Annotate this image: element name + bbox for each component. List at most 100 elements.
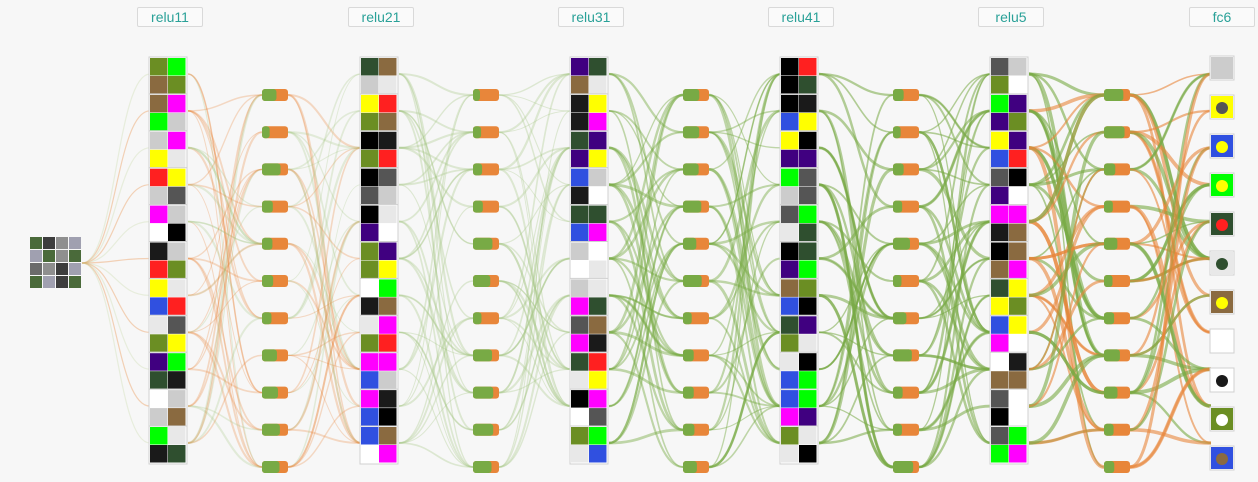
image-cluster-icon[interactable] <box>779 425 819 465</box>
image-cluster-icon[interactable] <box>359 425 399 465</box>
image-cluster-icon[interactable] <box>569 425 609 465</box>
cluster-node[interactable] <box>473 89 499 101</box>
image-cluster-icon[interactable] <box>359 204 399 244</box>
image-cluster-icon[interactable] <box>989 351 1029 391</box>
image-cluster-icon[interactable] <box>989 130 1029 170</box>
layer-label-relu5[interactable]: relu5 <box>978 7 1044 27</box>
cluster-node[interactable] <box>1104 461 1130 473</box>
image-cluster-icon[interactable] <box>779 204 819 244</box>
cluster-node[interactable] <box>893 349 919 362</box>
image-cluster-icon[interactable] <box>569 93 609 133</box>
cluster-node[interactable] <box>473 386 499 399</box>
image-cluster-icon[interactable] <box>148 204 188 244</box>
cluster-node[interactable] <box>1104 423 1130 436</box>
image-cluster-icon[interactable] <box>359 277 399 317</box>
cluster-node[interactable] <box>262 89 288 101</box>
image-cluster-icon[interactable] <box>569 167 609 207</box>
image-cluster-icon[interactable] <box>148 351 188 391</box>
cluster-node[interactable] <box>1104 386 1130 399</box>
image-cluster-icon[interactable] <box>779 351 819 391</box>
image-cluster-icon[interactable] <box>1209 367 1235 393</box>
cluster-node[interactable] <box>262 349 288 362</box>
image-cluster-icon[interactable] <box>779 56 819 96</box>
cluster-node[interactable] <box>893 275 919 287</box>
image-cluster-icon[interactable] <box>569 388 609 428</box>
image-cluster-icon[interactable] <box>779 314 819 354</box>
cluster-node[interactable] <box>473 349 499 362</box>
layer-label-relu41[interactable]: relu41 <box>768 7 834 27</box>
image-cluster-icon[interactable] <box>359 388 399 428</box>
cluster-node[interactable] <box>473 237 499 250</box>
image-cluster-icon[interactable] <box>569 351 609 391</box>
image-cluster-icon[interactable] <box>359 314 399 354</box>
layer-label-relu11[interactable]: relu11 <box>137 7 203 27</box>
cluster-node[interactable] <box>683 200 709 213</box>
cluster-node[interactable] <box>1104 200 1130 213</box>
image-cluster-icon[interactable] <box>148 241 188 280</box>
image-cluster-icon[interactable] <box>569 56 609 96</box>
cluster-node[interactable] <box>262 312 288 325</box>
image-cluster-icon[interactable] <box>989 388 1029 428</box>
cluster-node[interactable] <box>262 461 288 473</box>
image-cluster-icon[interactable] <box>148 388 188 428</box>
cluster-node[interactable] <box>683 461 709 473</box>
cluster-node[interactable] <box>893 423 919 436</box>
cluster-node[interactable] <box>893 237 919 250</box>
image-cluster-icon[interactable] <box>989 314 1029 354</box>
image-cluster-icon[interactable] <box>779 388 819 428</box>
image-cluster-icon[interactable] <box>989 425 1029 465</box>
cluster-node[interactable] <box>473 163 499 176</box>
image-cluster-icon[interactable] <box>359 56 399 96</box>
image-cluster-icon[interactable] <box>779 241 819 280</box>
image-cluster-icon[interactable] <box>1209 211 1235 237</box>
layer-label-relu31[interactable]: relu31 <box>558 7 624 27</box>
image-cluster-icon[interactable] <box>1209 133 1235 159</box>
image-cluster-icon[interactable] <box>569 314 609 354</box>
image-cluster-icon[interactable] <box>1209 445 1235 471</box>
cluster-node[interactable] <box>683 163 709 176</box>
cluster-node[interactable] <box>893 200 919 213</box>
image-cluster-icon[interactable] <box>569 204 609 244</box>
cluster-node[interactable] <box>893 461 919 473</box>
cluster-node[interactable] <box>473 126 499 139</box>
cluster-node[interactable] <box>1104 237 1130 250</box>
image-cluster-icon[interactable] <box>779 277 819 317</box>
image-cluster-icon[interactable] <box>779 167 819 207</box>
cluster-node[interactable] <box>893 126 919 139</box>
image-cluster-icon[interactable] <box>569 130 609 170</box>
cluster-node[interactable] <box>1104 349 1130 362</box>
cluster-node[interactable] <box>893 163 919 176</box>
cluster-node[interactable] <box>893 386 919 399</box>
image-cluster-icon[interactable] <box>1209 289 1235 315</box>
cluster-node[interactable] <box>473 200 499 213</box>
image-cluster-icon[interactable] <box>989 93 1029 133</box>
cluster-node[interactable] <box>683 89 709 101</box>
image-cluster-icon[interactable] <box>148 277 188 317</box>
cluster-node[interactable] <box>262 126 288 139</box>
cluster-node[interactable] <box>683 237 709 250</box>
image-cluster-icon[interactable] <box>779 93 819 133</box>
cluster-node[interactable] <box>1104 312 1130 325</box>
image-cluster-icon[interactable] <box>148 167 188 207</box>
layer-label-fc6[interactable]: fc6 <box>1189 7 1255 27</box>
cluster-node[interactable] <box>262 163 288 176</box>
image-cluster-icon[interactable] <box>989 204 1029 244</box>
image-grid-icon[interactable] <box>30 237 81 288</box>
image-cluster-icon[interactable] <box>989 167 1029 207</box>
image-cluster-icon[interactable] <box>359 167 399 207</box>
layer-label-relu21[interactable]: relu21 <box>348 7 414 27</box>
cluster-node[interactable] <box>683 126 709 139</box>
image-cluster-icon[interactable] <box>359 93 399 133</box>
image-cluster-icon[interactable] <box>359 130 399 170</box>
cluster-node[interactable] <box>262 386 288 399</box>
cluster-node[interactable] <box>683 386 709 399</box>
image-cluster-icon[interactable] <box>148 314 188 354</box>
cluster-node[interactable] <box>1104 89 1130 101</box>
cluster-node[interactable] <box>893 89 919 101</box>
cluster-node[interactable] <box>683 275 709 287</box>
image-cluster-icon[interactable] <box>359 241 399 280</box>
cluster-node[interactable] <box>1104 163 1130 176</box>
image-cluster-icon[interactable] <box>989 277 1029 317</box>
cluster-node[interactable] <box>683 349 709 362</box>
image-cluster-icon[interactable] <box>1209 94 1235 120</box>
